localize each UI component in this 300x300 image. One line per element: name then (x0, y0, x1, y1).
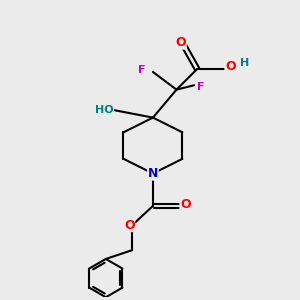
Text: O: O (180, 198, 190, 211)
Text: O: O (176, 36, 186, 49)
Text: O: O (225, 60, 236, 73)
Text: O: O (124, 219, 135, 232)
Text: N: N (148, 167, 158, 180)
Text: F: F (197, 82, 205, 92)
Text: F: F (138, 65, 146, 76)
Text: H: H (240, 58, 249, 68)
Text: HO: HO (94, 105, 113, 115)
